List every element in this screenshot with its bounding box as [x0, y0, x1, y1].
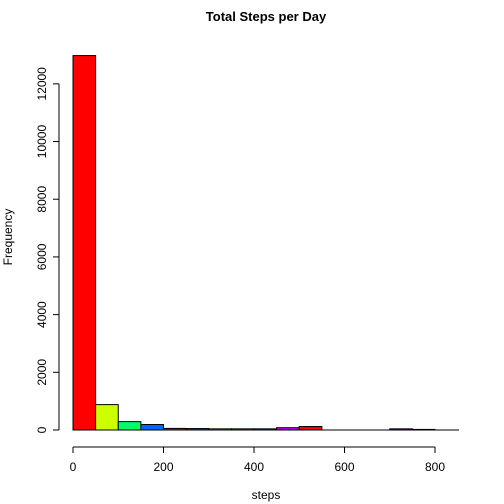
y-tick-label: 12000 — [35, 67, 49, 101]
x-tick-label: 200 — [153, 460, 173, 474]
x-axis: 0 200 400 600 800 — [70, 446, 445, 474]
x-axis-label: steps — [252, 488, 281, 502]
y-tick-label: 10000 — [35, 125, 49, 159]
histogram-bar — [140, 424, 164, 431]
y-axis: 0 2000 4000 6000 8000 10000 12000 — [35, 67, 60, 433]
histogram-bar — [298, 426, 323, 431]
chart-title: Total Steps per Day — [206, 9, 327, 24]
histogram-bar — [72, 55, 97, 431]
y-axis-label: Frequency — [1, 209, 15, 266]
x-tick-label: 0 — [70, 460, 77, 474]
x-tick-label: 600 — [334, 460, 354, 474]
y-tick-label: 4000 — [35, 301, 49, 328]
bars-group — [72, 55, 459, 431]
histogram-bar — [95, 404, 119, 431]
y-tick-label: 0 — [35, 426, 49, 433]
histogram-bar — [117, 421, 142, 431]
x-tick-label: 800 — [425, 460, 445, 474]
y-tick-label: 6000 — [35, 243, 49, 270]
y-tick-label: 8000 — [35, 186, 49, 213]
x-tick-label: 400 — [244, 460, 264, 474]
y-tick-label: 2000 — [35, 359, 49, 386]
